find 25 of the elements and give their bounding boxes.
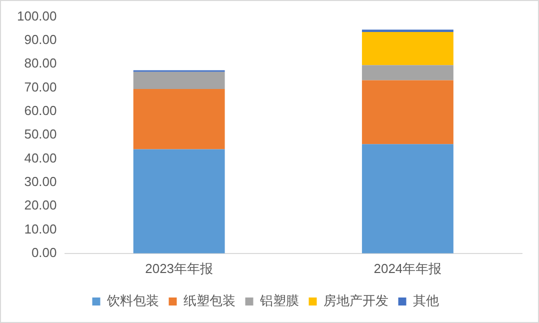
y-tick-label: 50.00 (24, 126, 57, 142)
legend-label: 铝塑膜 (258, 293, 299, 308)
legend-label: 纸塑包装 (183, 293, 236, 308)
y-tick-label: 70.00 (24, 79, 57, 94)
bar (362, 32, 454, 66)
y-tick-label: 20.00 (24, 198, 57, 213)
y-tick-label: 100.00 (16, 8, 57, 24)
y-tick-label: 0.00 (31, 244, 57, 260)
bar (362, 144, 454, 254)
legend-label: 房地产开发 (323, 293, 388, 308)
y-tick-label: 30.00 (24, 174, 57, 189)
y-tick-label: 90.00 (24, 32, 57, 48)
x-tick-label: 2024年年报 (374, 260, 442, 276)
bar (362, 80, 454, 144)
bar (133, 72, 225, 89)
y-tick-label: 60.00 (24, 103, 57, 118)
legend-label: 饮料包装 (106, 293, 159, 308)
bar (133, 88, 225, 150)
bar (133, 149, 225, 254)
legend-label: 其他 (412, 293, 439, 308)
x-tick-label: 2023年年报 (145, 260, 214, 276)
y-tick-label: 10.00 (24, 221, 57, 236)
bar (362, 65, 454, 80)
y-tick-label: 40.00 (24, 150, 57, 166)
y-tick-label: 80.00 (24, 56, 57, 71)
